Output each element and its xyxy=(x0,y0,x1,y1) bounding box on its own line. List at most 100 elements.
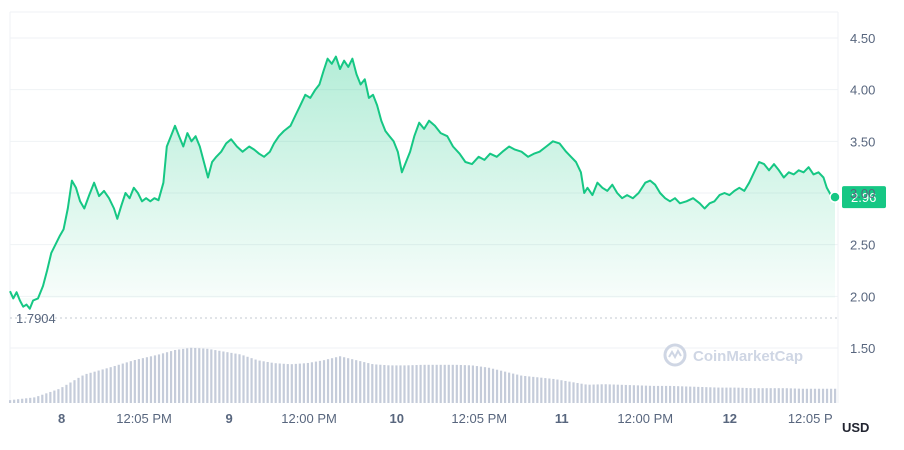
volume-bar xyxy=(789,388,792,403)
volume-bar xyxy=(254,359,257,403)
volume-bar xyxy=(560,380,563,403)
volume-bar xyxy=(379,364,382,403)
volume-bar xyxy=(282,363,285,403)
current-price-badge xyxy=(842,186,886,209)
volume-bar xyxy=(246,356,249,403)
volume-bar xyxy=(761,388,764,403)
volume-bar xyxy=(612,384,615,403)
volume-bar xyxy=(286,364,289,403)
volume-bar xyxy=(73,380,76,403)
volume-bar xyxy=(85,373,88,403)
volume-bar xyxy=(105,368,108,403)
volume-bar xyxy=(769,388,772,403)
coinmarketcap-logo-wave xyxy=(668,348,682,360)
volume-bar xyxy=(512,373,515,403)
volume-bar xyxy=(564,380,567,403)
volume-bar xyxy=(278,363,281,403)
volume-bar xyxy=(753,388,756,403)
volume-bar xyxy=(371,364,374,403)
volume-bar xyxy=(669,385,672,403)
volume-bar xyxy=(443,364,446,403)
volume-bar xyxy=(351,359,354,403)
volume-bar xyxy=(121,363,124,403)
reference-price-label: 1.7904 xyxy=(16,311,56,326)
volume-bar xyxy=(793,388,796,403)
volume-bar xyxy=(169,351,173,403)
volume-bar xyxy=(153,355,157,403)
volume-bar xyxy=(568,381,571,403)
volume-bar xyxy=(660,385,664,403)
volume-bar xyxy=(310,362,314,403)
current-price-dot xyxy=(829,191,841,203)
volume-bar xyxy=(347,358,350,403)
volume-bar xyxy=(608,384,611,403)
volume-bar xyxy=(137,359,140,403)
watermark-text: CoinMarketCap xyxy=(693,348,803,365)
volume-bar xyxy=(809,388,813,403)
volume-bar xyxy=(455,364,458,403)
volume-bar xyxy=(447,364,450,403)
volume-bar xyxy=(270,362,273,403)
x-tick-label: 12 xyxy=(723,411,737,426)
volume-bar xyxy=(829,388,833,403)
volume-bar xyxy=(620,384,623,403)
y-axis-ticks: 4.50 4.00 3.50 3.00 2.50 2.00 1.50 xyxy=(850,31,875,356)
volume-bar xyxy=(49,391,52,403)
volume-bar xyxy=(65,384,68,403)
x-tick-label: 11 xyxy=(555,411,569,426)
volume-bar xyxy=(109,367,112,403)
volume-bar xyxy=(640,385,644,403)
volume-bar xyxy=(157,354,161,403)
volume-bar xyxy=(721,387,724,403)
volume-bar xyxy=(145,357,149,403)
volume-bar xyxy=(491,368,495,403)
volume-bar xyxy=(218,350,221,403)
volume-bar xyxy=(717,387,720,403)
current-price-label: 2.96 xyxy=(851,190,876,205)
volume-bar xyxy=(685,386,688,403)
volume-bar xyxy=(77,377,80,403)
volume-bar xyxy=(528,376,531,403)
volume-bar xyxy=(801,388,805,403)
x-tick-label: 10 xyxy=(390,411,404,426)
coinmarketcap-watermark: CoinMarketCap xyxy=(663,343,803,367)
volume-bar xyxy=(548,378,551,403)
x-axis-ticks: 8 12:05 PM 9 12:00 PM 10 12:05 PM 11 12:00 PM 12… xyxy=(58,411,833,426)
volume-bar xyxy=(435,364,438,403)
volume-bar xyxy=(141,358,145,403)
volume-bar xyxy=(825,388,829,403)
volume-bar xyxy=(165,352,169,403)
x-tick-label: 12:05 PM xyxy=(116,411,172,426)
y-tick-label: 3.00 xyxy=(850,186,875,201)
volume-bar xyxy=(25,398,28,403)
volume-bar xyxy=(628,385,631,403)
volume-bar xyxy=(21,398,24,403)
volume-bar xyxy=(681,386,684,403)
volume-bar xyxy=(415,365,418,403)
y-tick-label: 2.50 xyxy=(850,238,875,253)
volume-bar xyxy=(592,384,595,403)
volume-bar xyxy=(813,388,817,403)
volume-bar xyxy=(69,382,72,403)
volume-bar xyxy=(636,385,640,403)
volume-bar xyxy=(383,365,386,403)
volume-bar xyxy=(705,387,708,403)
volume-bar xyxy=(644,385,648,403)
volume-bar xyxy=(689,386,692,403)
volume-bar xyxy=(556,379,559,403)
volume-bar xyxy=(765,388,768,403)
volume-bar xyxy=(298,363,301,403)
volume-bar xyxy=(194,347,197,403)
volume-bar xyxy=(202,348,205,403)
volume-bar xyxy=(781,388,784,403)
price-line[interactable] xyxy=(9,55,836,310)
volume-bar xyxy=(532,376,535,403)
volume-bar xyxy=(387,365,390,403)
volume-bar xyxy=(117,364,120,403)
volume-bar xyxy=(399,365,402,403)
volume-bar xyxy=(495,369,499,403)
volume-bar xyxy=(9,400,12,403)
volume-bar xyxy=(508,372,511,403)
volume-bar xyxy=(745,387,748,403)
